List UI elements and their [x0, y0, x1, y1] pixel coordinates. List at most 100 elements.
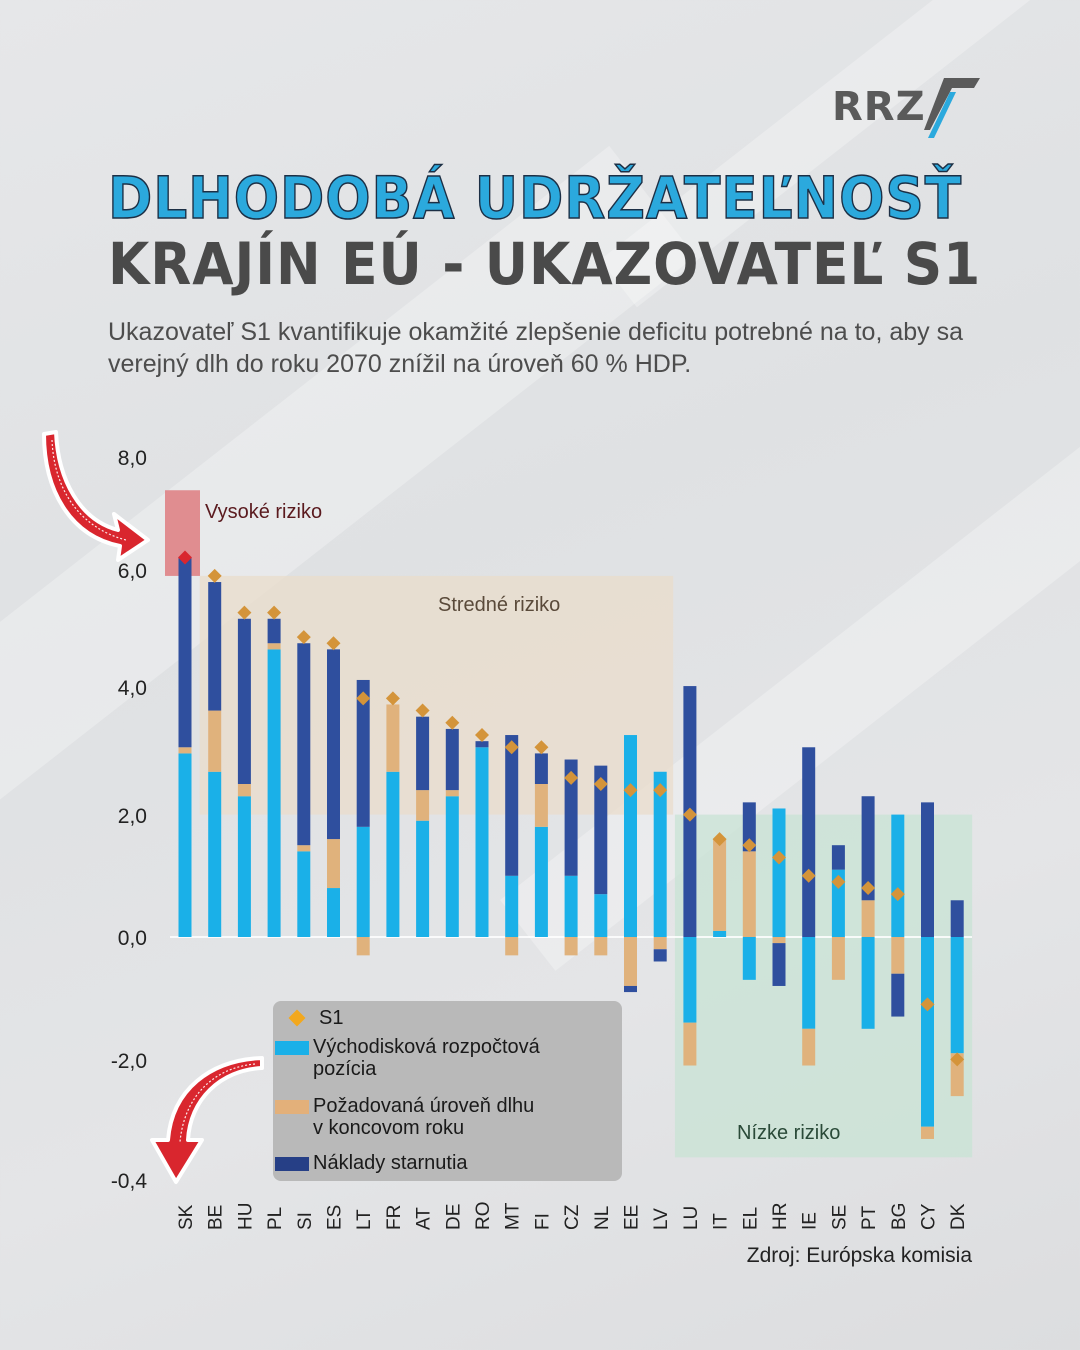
x-tick-label-SK: SK: [176, 1204, 197, 1230]
bar-segment-starting_position-CZ: [564, 875, 578, 937]
x-tick-label-LU: LU: [681, 1206, 702, 1230]
s1-marker-DK: [950, 1052, 965, 1067]
bar-segment-starting_position-CY: [921, 937, 934, 1127]
bar-segment-ageing_costs-CZ: [564, 759, 578, 876]
y-tick-label: 6,0: [118, 560, 147, 583]
x-tick-label-FI: FI: [532, 1213, 553, 1230]
bar-segment-ageing_costs-IE: [802, 747, 816, 937]
bar-segment-ageing_costs-SE: [831, 845, 845, 870]
bar-segment-required_debt-LV: [653, 937, 667, 950]
bar-segment-ageing_costs-HR: [772, 943, 786, 986]
bar-segment-required_debt-FI: [534, 784, 548, 827]
bar-segment-ageing_costs-PL: [267, 618, 281, 644]
bar-segment-required_debt-LU: [683, 1022, 697, 1066]
s1-marker-IE: [801, 868, 816, 883]
bar-segment-required_debt-CZ: [564, 937, 578, 956]
legend-swatch-beige: [275, 1100, 309, 1114]
legend-item-ageing-costs: Náklady starnutia: [275, 1152, 468, 1174]
bar-segment-required_debt-NL: [594, 937, 608, 956]
s1-marker-FI: [534, 740, 549, 755]
bar-segment-starting_position-DK: [950, 937, 964, 1054]
bar-segment-required_debt-SK: [178, 747, 192, 754]
bar-segment-starting_position-IE: [802, 937, 816, 1029]
y-tick-label: 2,0: [118, 805, 147, 828]
bar-segment-required_debt-HR: [772, 937, 786, 944]
x-tick-label-AT: AT: [414, 1207, 435, 1230]
legend-item-starting-position: Východisková rozpočtová pozícia: [275, 1036, 540, 1080]
bar-segment-required_debt-LT: [356, 937, 370, 956]
s1-marker-MT: [504, 740, 519, 755]
legend-item-s1: S1: [275, 1007, 343, 1029]
bar-segment-starting_position-SE: [831, 869, 845, 937]
bar-segment-starting_position-BE: [208, 771, 222, 937]
x-tick-label-IE: IE: [800, 1212, 821, 1230]
legend-item-required-debt: Požadovaná úroveň dlhu v koncovom roku: [275, 1095, 534, 1139]
y-tick-label: -0,4: [111, 1170, 148, 1193]
x-tick-label-EE: EE: [622, 1205, 643, 1230]
x-tick-label-SE: SE: [829, 1205, 850, 1230]
bar-segment-required_debt-EE: [624, 937, 637, 986]
bar-segment-starting_position-PL: [267, 649, 281, 937]
bar-segment-ageing_costs-LT: [356, 679, 370, 827]
bar-segment-required_debt-BG: [891, 937, 905, 974]
s1-marker-SI: [296, 630, 311, 645]
source-note: Zdroj: Európska komisia: [746, 1244, 972, 1267]
bar-segment-required_debt-BE: [208, 710, 222, 772]
s1-marker-BG: [890, 887, 905, 902]
bar-segment-required_debt-IT: [713, 839, 727, 931]
x-tick-label-SI: SI: [295, 1212, 316, 1230]
x-tick-label-FR: FR: [384, 1205, 405, 1230]
bar-segment-starting_position-AT: [416, 820, 430, 937]
red-arrow-down-left-icon: [150, 1056, 264, 1184]
bar-segment-required_debt-PL: [267, 643, 281, 650]
bar-segment-required_debt-EL: [742, 851, 756, 937]
s1-marker-SK: [178, 550, 192, 565]
chart-legend: S1 Východisková rozpočtová pozícia Požad…: [273, 1001, 622, 1181]
bar-segment-required_debt-CY: [921, 1126, 934, 1139]
x-tick-label-CZ: CZ: [562, 1204, 583, 1230]
bar-segment-ageing_costs-PT: [861, 796, 875, 901]
x-tick-label-RO: RO: [473, 1202, 494, 1231]
bar-segment-required_debt-FR: [386, 704, 400, 772]
bar-segment-starting_position-EL: [742, 937, 756, 980]
bar-segment-required_debt-AT: [416, 790, 430, 821]
x-tick-label-DK: DK: [948, 1203, 969, 1230]
bar-segment-ageing_costs-MT: [505, 735, 519, 876]
s1-marker-SE: [831, 874, 846, 889]
s1-marker-DE: [445, 715, 460, 730]
s1-marker-FR: [385, 691, 400, 706]
x-axis-ticks: SK BE HU PL SI ES LT FR AT DE RO MT FI CZ NL EE LV LU IT EL…: [176, 1202, 969, 1231]
diamond-marker-icon: [288, 1009, 306, 1027]
bar-segment-required_debt-SE: [831, 937, 845, 980]
bars: [178, 557, 964, 1139]
bar-segment-ageing_costs-ES: [327, 649, 340, 840]
y-tick-label: 8,0: [118, 447, 147, 470]
x-tick-label-EL: EL: [740, 1207, 761, 1230]
bar-segment-ageing_costs-LV: [653, 949, 667, 962]
bar-segment-starting_position-HR: [772, 808, 786, 937]
bar-segment-ageing_costs-NL: [594, 765, 608, 895]
bar-segment-ageing_costs-RO: [475, 741, 489, 748]
bar-segment-required_debt-DE: [445, 790, 459, 797]
risk-zone-labels: Vysoké riziko Stredné riziko Nízke rizik…: [205, 501, 840, 1144]
bar-segment-ageing_costs-SI: [297, 643, 311, 846]
legend-label-debt-line1: Požadovaná úroveň dlhu: [313, 1095, 535, 1117]
bar-segment-starting_position-PT: [861, 937, 875, 1029]
s1-marker-IT: [712, 832, 727, 847]
bar-segment-required_debt-DK: [950, 1053, 964, 1097]
s1-marker-PL: [267, 605, 282, 620]
s1-markers: [178, 550, 965, 1067]
bar-segment-starting_position-DE: [445, 796, 459, 937]
bar-segment-required_debt-ES: [327, 839, 340, 889]
s1-marker-AT: [415, 703, 430, 718]
title-line-2: KRAJÍN EÚ - UKAZOVATEĽ S1: [108, 230, 982, 298]
s1-marker-HU: [237, 605, 252, 620]
bar-segment-ageing_costs-DE: [445, 728, 459, 791]
s1-marker-BE: [207, 568, 222, 583]
subtitle: Ukazovateľ S1 kvantifikuje okamžité zlep…: [108, 318, 963, 378]
s1-marker-EE: [623, 783, 638, 798]
s1-marker-PT: [861, 881, 876, 896]
x-tick-label-MT: MT: [503, 1202, 524, 1230]
bar-segment-starting_position-MT: [505, 875, 519, 937]
